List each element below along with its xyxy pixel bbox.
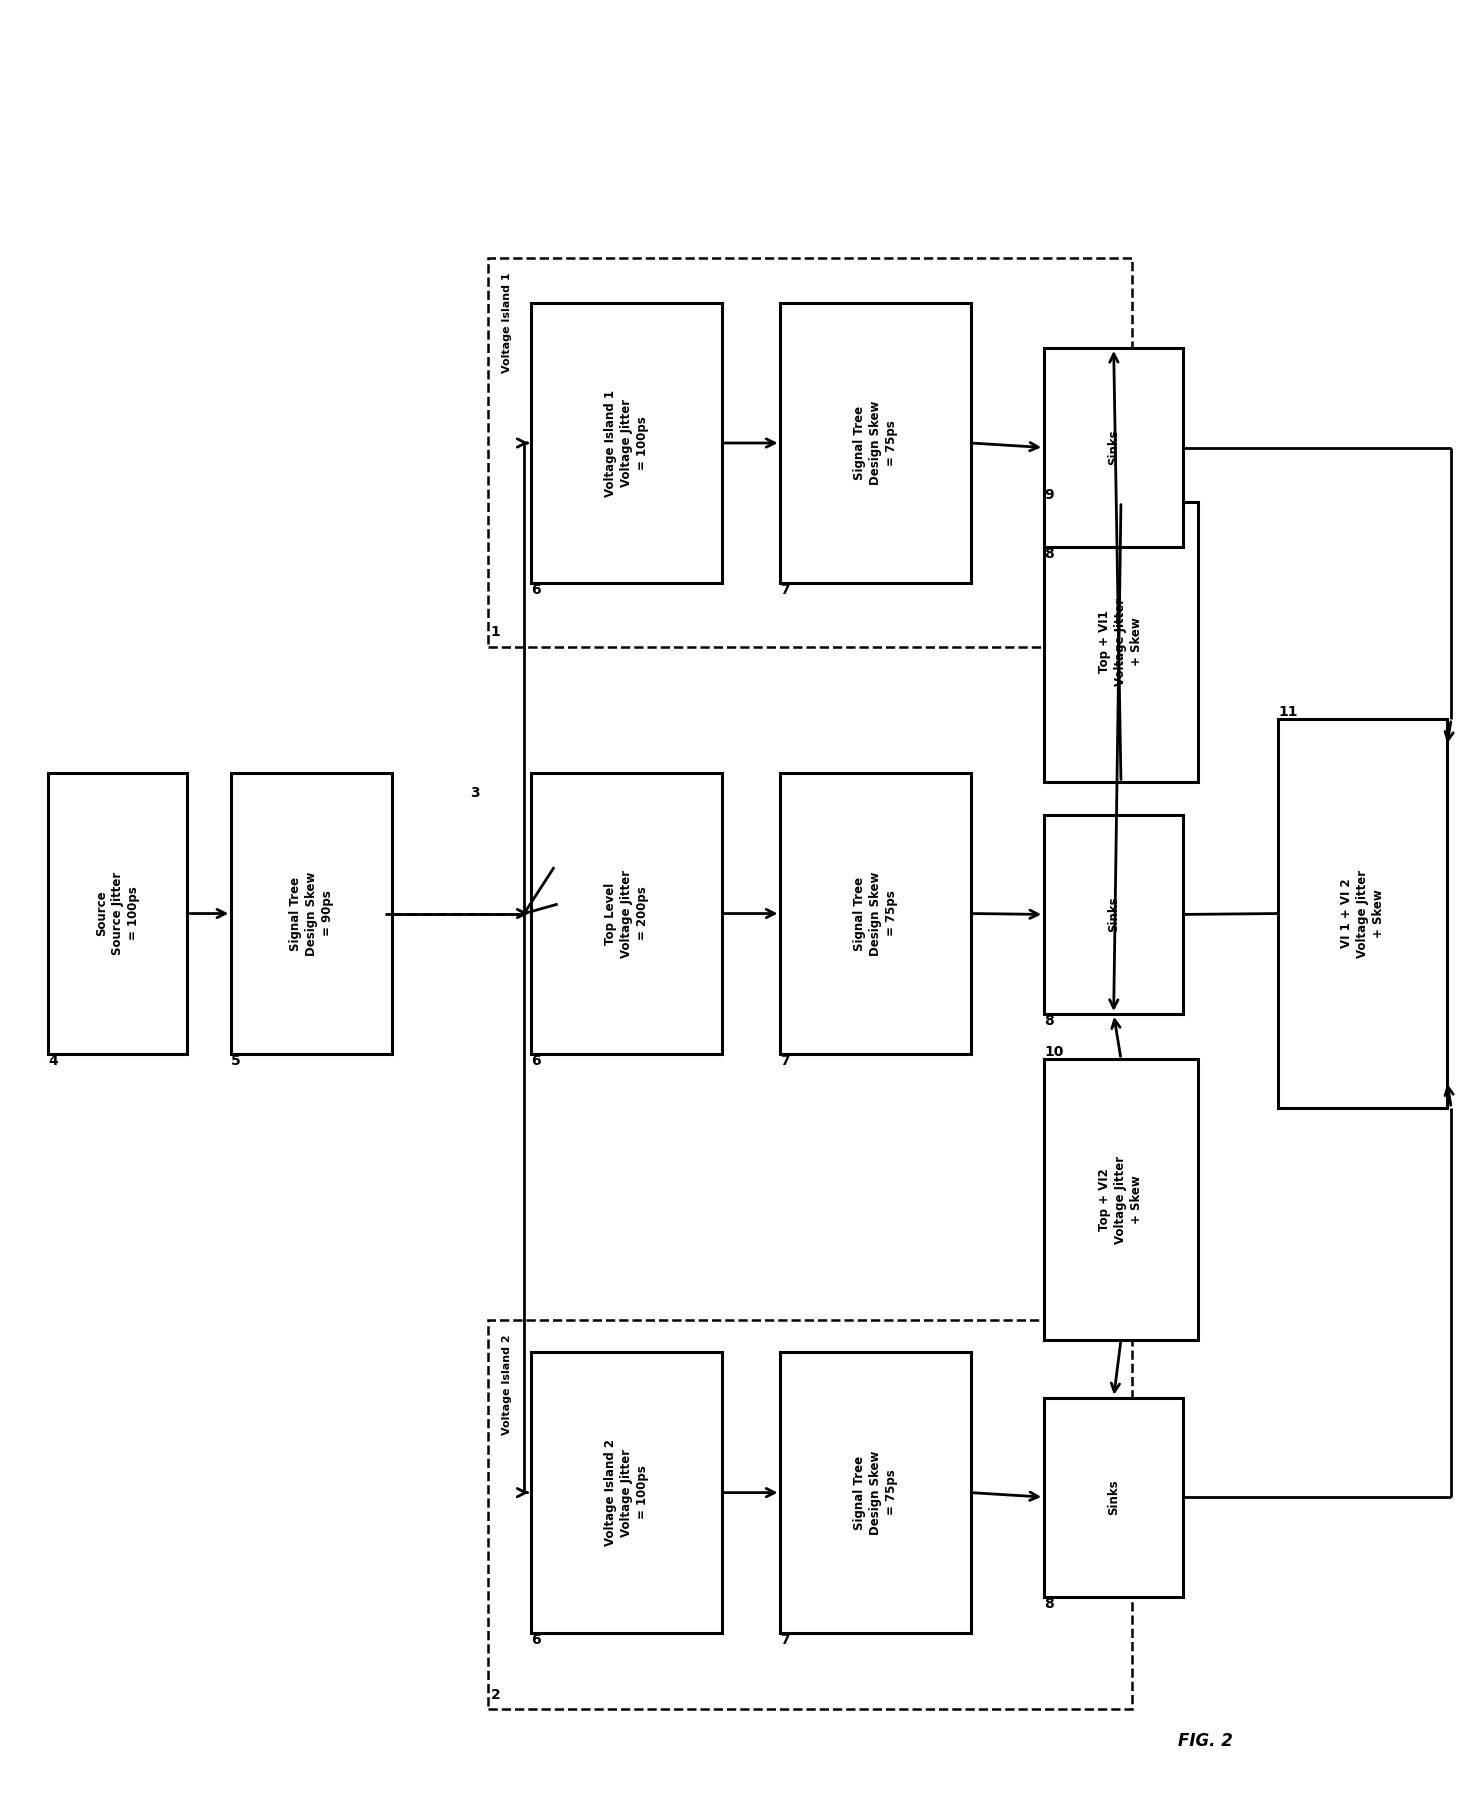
Text: 7: 7 <box>781 584 790 598</box>
Text: 6: 6 <box>532 584 541 598</box>
Text: 1: 1 <box>491 625 501 640</box>
Text: 4: 4 <box>49 1054 57 1067</box>
Text: 8: 8 <box>1044 1014 1053 1027</box>
Bar <box>1044 1060 1198 1340</box>
Text: Voltage Island 2
Voltage Jitter
= 100ps: Voltage Island 2 Voltage Jitter = 100ps <box>604 1440 650 1545</box>
Text: Voltage Island 1: Voltage Island 1 <box>501 273 511 373</box>
Bar <box>532 1353 722 1633</box>
Bar <box>1044 814 1183 1014</box>
Text: 11: 11 <box>1279 705 1298 718</box>
Text: Signal Tree
Design Skew
= 75ps: Signal Tree Design Skew = 75ps <box>853 400 899 485</box>
Bar <box>1044 347 1183 547</box>
Bar <box>781 304 971 584</box>
Bar <box>1044 502 1198 782</box>
Text: Voltage Island 1
Voltage Jitter
= 100ps: Voltage Island 1 Voltage Jitter = 100ps <box>604 389 650 496</box>
Text: Top + VI1
Voltage Jitter
+ Skew: Top + VI1 Voltage Jitter + Skew <box>1099 598 1143 685</box>
Text: 6: 6 <box>532 1054 541 1067</box>
Text: 7: 7 <box>781 1633 790 1647</box>
Text: VI 1 + VI 2
Voltage Jitter
+ Skew: VI 1 + VI 2 Voltage Jitter + Skew <box>1340 869 1385 958</box>
Bar <box>1044 1398 1183 1596</box>
Text: Signal Tree
Design Skew
= 75ps: Signal Tree Design Skew = 75ps <box>853 871 899 956</box>
Bar <box>532 304 722 584</box>
Text: Voltage Island 2: Voltage Island 2 <box>501 1334 511 1434</box>
Bar <box>532 773 722 1054</box>
Text: Sinks: Sinks <box>1108 1480 1119 1514</box>
Text: Sinks: Sinks <box>1108 896 1119 933</box>
Text: Sinks: Sinks <box>1108 429 1119 465</box>
Text: 8: 8 <box>1044 547 1053 562</box>
Text: 10: 10 <box>1044 1045 1064 1060</box>
Text: Signal Tree
Design Skew
= 90ps: Signal Tree Design Skew = 90ps <box>289 871 334 956</box>
Bar <box>488 258 1131 647</box>
Bar <box>231 773 392 1054</box>
Text: 9: 9 <box>1044 487 1053 502</box>
Bar <box>49 773 187 1054</box>
Text: Source
Source Jitter
= 100ps: Source Source Jitter = 100ps <box>96 873 140 954</box>
Text: 8: 8 <box>1044 1596 1053 1611</box>
Text: 6: 6 <box>532 1633 541 1647</box>
Text: 2: 2 <box>491 1687 501 1702</box>
Text: 7: 7 <box>781 1054 790 1067</box>
Bar <box>488 1320 1131 1709</box>
Bar <box>1279 718 1446 1107</box>
Text: FIG. 2: FIG. 2 <box>1178 1733 1233 1751</box>
Bar <box>781 1353 971 1633</box>
Text: 3: 3 <box>470 787 480 800</box>
Text: Top + VI2
Voltage Jitter
+ Skew: Top + VI2 Voltage Jitter + Skew <box>1099 1156 1143 1244</box>
Text: Top Level
Voltage Jitter
= 200ps: Top Level Voltage Jitter = 200ps <box>604 869 650 958</box>
Bar <box>781 773 971 1054</box>
Text: 5: 5 <box>231 1054 242 1067</box>
Text: Signal Tree
Design Skew
= 75ps: Signal Tree Design Skew = 75ps <box>853 1451 899 1534</box>
